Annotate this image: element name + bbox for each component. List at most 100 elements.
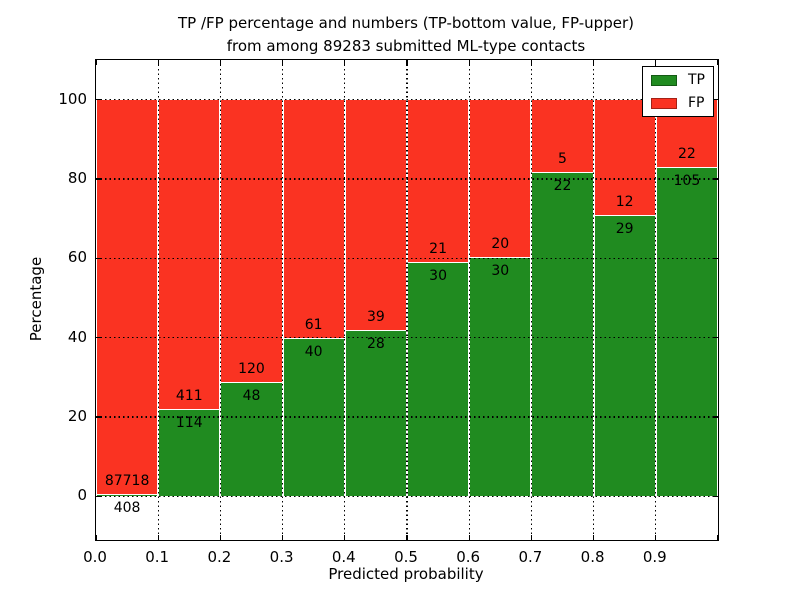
tp-count-label: 105 bbox=[673, 173, 701, 190]
fp-bar-segment bbox=[158, 99, 221, 411]
x-tick-mark bbox=[157, 60, 159, 65]
fp-count-label: 12 bbox=[615, 193, 634, 210]
x-tick-mark bbox=[530, 60, 533, 65]
legend-label-tp: TP bbox=[688, 72, 705, 88]
tp-bar-segment bbox=[531, 173, 594, 497]
fp-bar-segment bbox=[220, 99, 283, 383]
x-axis-label: Predicted probability bbox=[328, 565, 484, 583]
fp-count-label: 20 bbox=[491, 236, 510, 253]
fp-bar-segment bbox=[344, 99, 407, 331]
x-tick-label: 0.1 bbox=[145, 548, 170, 566]
y-tick-label: 20 bbox=[67, 407, 87, 426]
tp-bar-segment bbox=[344, 330, 407, 497]
fp-count-label: 39 bbox=[366, 308, 385, 325]
gridline-vertical bbox=[655, 60, 657, 540]
y-tick-mark bbox=[96, 337, 101, 339]
fp-count-label: 120 bbox=[238, 361, 265, 378]
x-tick-label: 0.6 bbox=[456, 548, 481, 566]
gridline-vertical bbox=[157, 60, 159, 540]
plot-area: TP FP 87718 408 411 114 120 48 61 40 39 28 21 30 20 3… bbox=[95, 59, 719, 541]
y-axis-label: Percentage bbox=[27, 256, 45, 342]
gridline-vertical bbox=[592, 60, 595, 540]
tp-count-label: 114 bbox=[175, 415, 203, 432]
y-tick-mark bbox=[96, 416, 101, 418]
legend-item-tp: TP bbox=[651, 72, 705, 88]
y-tick-label: 40 bbox=[67, 327, 87, 346]
gridline-horizontal bbox=[96, 99, 718, 101]
gridline-vertical bbox=[281, 60, 284, 540]
gridline-vertical bbox=[344, 60, 346, 540]
x-tick-label: 0.4 bbox=[331, 548, 356, 566]
x-tick-label: 0.7 bbox=[518, 548, 543, 566]
tp-bar-segment bbox=[469, 258, 532, 497]
tp-bar-segment bbox=[655, 168, 718, 497]
y-tick-mark bbox=[96, 495, 101, 497]
x-tick-label: 0.0 bbox=[83, 548, 107, 566]
chart-title-line1: TP /FP percentage and numbers (TP-bottom… bbox=[178, 14, 634, 32]
fp-bar-segment bbox=[531, 99, 594, 174]
gridline-vertical bbox=[406, 60, 408, 540]
fp-count-label: 5 bbox=[558, 151, 567, 168]
x-tick-mark bbox=[530, 535, 533, 540]
fp-count-label: 87718 bbox=[104, 472, 150, 489]
y-tick-label: 80 bbox=[67, 169, 87, 187]
y-tick-mark bbox=[713, 178, 718, 180]
fp-count-label: 21 bbox=[429, 241, 447, 257]
x-tick-label: 0.8 bbox=[580, 548, 605, 566]
tp-count-label: 22 bbox=[553, 178, 572, 195]
y-tick-mark bbox=[96, 257, 101, 259]
fp-count-label: 411 bbox=[175, 388, 203, 405]
x-tick-label: 0.3 bbox=[269, 548, 294, 566]
y-tick-mark bbox=[713, 495, 718, 497]
chart-title: TP /FP percentage and numbers (TP-bottom… bbox=[95, 12, 717, 58]
legend-label-fp: FP bbox=[688, 95, 705, 111]
x-tick-mark bbox=[406, 60, 408, 65]
gridline-horizontal bbox=[96, 178, 718, 180]
y-tick-mark bbox=[713, 337, 718, 339]
tp-count-label: 30 bbox=[429, 268, 447, 284]
x-tick-mark bbox=[219, 60, 222, 65]
x-tick-label: 0.5 bbox=[394, 548, 418, 566]
x-tick-mark bbox=[406, 535, 408, 540]
x-tick-label: 0.2 bbox=[207, 548, 232, 566]
gridline-vertical bbox=[219, 60, 222, 540]
tp-count-label: 408 bbox=[113, 499, 141, 516]
gridline-horizontal bbox=[96, 495, 718, 497]
gridline-horizontal bbox=[96, 337, 718, 339]
tp-count-label: 28 bbox=[366, 335, 385, 352]
fp-bar-segment bbox=[96, 99, 159, 495]
legend-swatch-tp bbox=[651, 74, 677, 86]
tp-count-label: 29 bbox=[615, 220, 634, 237]
x-tick-mark bbox=[655, 535, 657, 540]
x-tick-mark bbox=[219, 535, 222, 540]
gridline-horizontal bbox=[96, 416, 718, 418]
x-tick-mark bbox=[592, 60, 595, 65]
y-tick-label: 100 bbox=[58, 89, 87, 108]
y-tick-mark bbox=[96, 178, 101, 180]
x-tick-mark bbox=[344, 60, 346, 65]
legend-swatch-fp bbox=[651, 97, 677, 109]
fp-bar-segment bbox=[407, 99, 470, 263]
legend-item-fp: FP bbox=[651, 95, 705, 111]
tp-bar-segment bbox=[407, 263, 470, 497]
x-tick-mark bbox=[468, 535, 470, 540]
gridline-vertical bbox=[530, 60, 533, 540]
tp-count-label: 30 bbox=[491, 263, 510, 280]
x-tick-mark bbox=[344, 535, 346, 540]
y-tick-label: 60 bbox=[67, 248, 87, 267]
x-tick-mark bbox=[592, 535, 595, 540]
y-tick-mark bbox=[96, 99, 101, 101]
x-tick-mark bbox=[281, 60, 284, 65]
tp-bar-segment bbox=[282, 339, 345, 497]
x-tick-mark bbox=[717, 60, 719, 65]
x-tick-label: 0.9 bbox=[642, 548, 667, 566]
tp-bar-segment bbox=[220, 383, 283, 497]
chart-title-line2: from among 89283 submitted ML-type conta… bbox=[226, 37, 586, 55]
fp-count-label: 22 bbox=[677, 146, 696, 163]
x-tick-mark bbox=[717, 535, 719, 540]
y-tick-label: 0 bbox=[77, 486, 87, 505]
gridline-vertical bbox=[468, 60, 470, 540]
x-tick-mark bbox=[95, 535, 97, 540]
fp-count-label: 61 bbox=[304, 317, 323, 334]
